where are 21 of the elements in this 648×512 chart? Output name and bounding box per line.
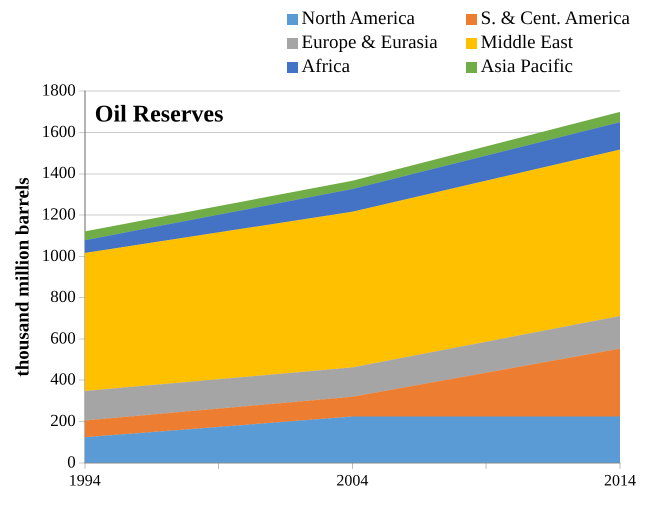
y-tick-label: 1400 xyxy=(42,163,76,182)
y-tick-label: 800 xyxy=(50,287,76,306)
y-tick-label: 0 xyxy=(67,452,76,472)
legend-label: Europe & Eurasia xyxy=(302,32,438,54)
y-tick-label: 1600 xyxy=(42,122,76,141)
y-tick-label: 600 xyxy=(50,328,76,348)
legend-label: North America xyxy=(302,8,415,30)
y-tick-label: 1800 xyxy=(42,80,76,100)
x-tick-label: 1994 xyxy=(68,472,101,490)
x-tick-label: 2004 xyxy=(336,472,368,490)
legend-label: S. & Cent. America xyxy=(480,8,630,30)
y-tick-label: 400 xyxy=(50,370,76,389)
legend-label: Asia Pacific xyxy=(480,56,573,78)
y-tick-label: 1200 xyxy=(42,204,76,224)
x-tick-label: 2014 xyxy=(604,472,636,490)
chart-title: Oil Reserves xyxy=(94,101,224,128)
y-tick-label: 1000 xyxy=(42,246,76,265)
legend-label: Africa xyxy=(302,56,350,78)
y-axis-title: thousand million barrels xyxy=(12,177,34,377)
y-tick-label: 200 xyxy=(50,410,76,430)
legend-label: Middle East xyxy=(480,32,574,54)
